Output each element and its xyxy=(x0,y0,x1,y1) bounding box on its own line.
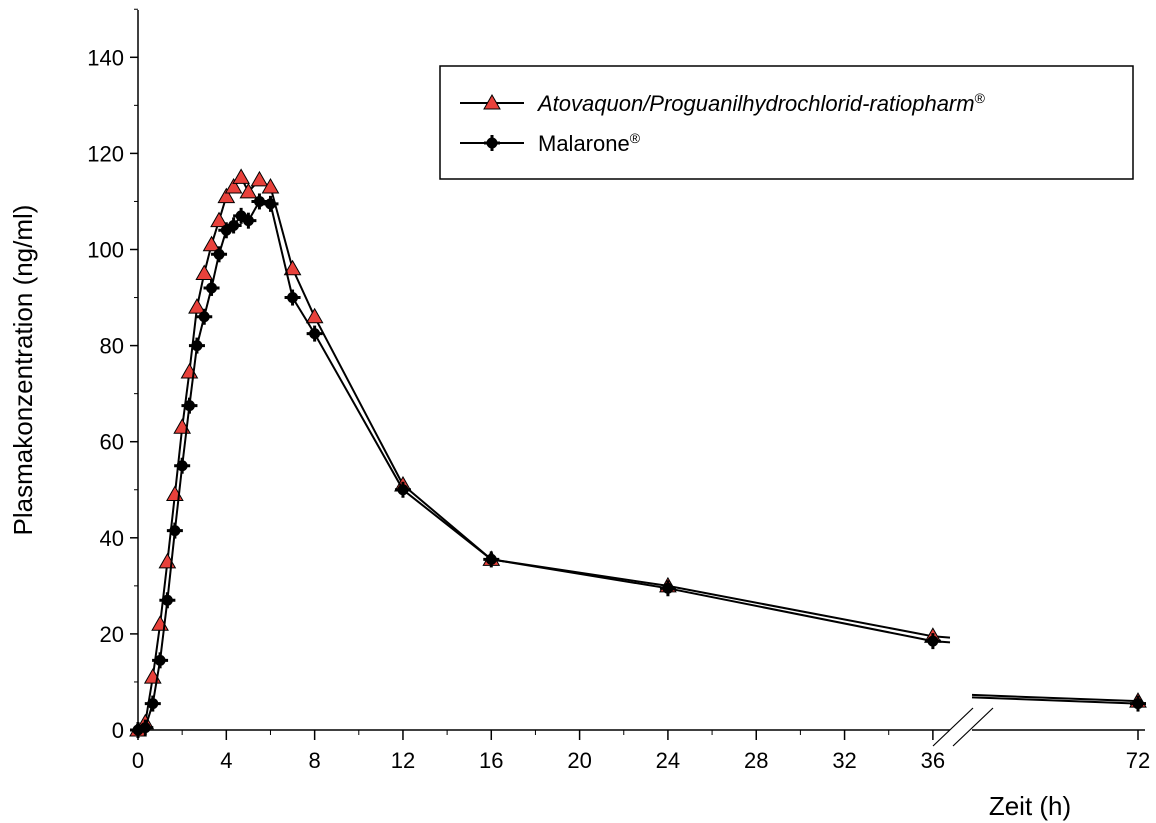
legend-entry-label: Atovaquon/Proguanilhydrochlorid-ratiopha… xyxy=(536,90,986,116)
axes: 0 20 40 60 80 100 120 140 0 4 8 12 16 20 24 28 32 36 72 xyxy=(87,8,1150,773)
data-point-triangle xyxy=(217,187,236,204)
data-point-plus xyxy=(251,193,268,210)
x-tick-label: 72 xyxy=(1126,748,1150,773)
y-tick-label: 0 xyxy=(112,718,124,743)
series-malarone xyxy=(130,193,1146,738)
data-point-plus xyxy=(181,397,198,414)
axis-break-mark xyxy=(952,707,994,747)
legend-box xyxy=(439,65,1134,180)
y-tick-label: 80 xyxy=(100,334,124,359)
data-point-triangle xyxy=(305,307,324,324)
y-tick-label: 100 xyxy=(87,238,124,263)
y-tick-label: 20 xyxy=(100,622,124,647)
data-point-plus xyxy=(484,135,500,151)
data-point-plus xyxy=(306,325,323,342)
y-tick-label: 60 xyxy=(100,430,124,455)
data-point-plus xyxy=(262,195,279,212)
axis-break-mark xyxy=(932,707,974,747)
data-point-triangle xyxy=(210,211,228,228)
legend-entry-label: Malarone® xyxy=(538,130,641,156)
series-line-after-break xyxy=(971,693,1139,703)
data-point-triangle xyxy=(188,298,206,314)
x-tick-label: 8 xyxy=(309,748,321,773)
data-point-plus xyxy=(659,580,676,597)
data-point-triangle xyxy=(202,235,221,252)
series-layer xyxy=(129,168,1147,738)
data-point-plus xyxy=(1130,695,1146,712)
x-axis-title: Zeit (h) xyxy=(989,791,1071,821)
x-tick-label: 16 xyxy=(479,748,503,773)
data-point-plus xyxy=(203,279,220,296)
x-tick-label: 20 xyxy=(567,748,591,773)
data-point-plus xyxy=(284,289,301,306)
data-point-triangle xyxy=(224,178,243,194)
data-point-plus xyxy=(188,337,205,354)
data-point-plus xyxy=(196,308,213,325)
data-point-triangle xyxy=(250,170,269,187)
x-tick-label: 0 xyxy=(132,748,144,773)
data-point-triangle xyxy=(232,168,250,184)
data-point-plus xyxy=(159,592,176,609)
x-tick-label: 12 xyxy=(391,748,415,773)
data-point-plus xyxy=(211,246,228,263)
data-point-triangle xyxy=(195,264,214,281)
data-point-triangle xyxy=(483,93,501,110)
y-axis-title: Plasmakonzentration (ng/ml) xyxy=(8,205,38,536)
data-point-plus xyxy=(225,217,242,234)
y-tick-label: 120 xyxy=(87,141,124,166)
data-point-plus xyxy=(483,551,500,568)
series-line xyxy=(137,200,934,731)
data-point-plus xyxy=(240,212,257,229)
data-point-triangle xyxy=(283,259,302,276)
legend: Atovaquon/Proguanilhydrochlorid-ratiopha… xyxy=(439,65,1134,180)
series-line xyxy=(137,175,934,731)
data-point-plus xyxy=(166,522,183,539)
data-point-plus xyxy=(924,633,941,650)
x-tick-label: 32 xyxy=(832,748,856,773)
data-point-triangle xyxy=(261,178,280,194)
y-tick-label: 40 xyxy=(100,526,124,551)
data-point-plus xyxy=(152,652,169,669)
series-line-after-break xyxy=(971,696,1139,705)
x-tick-label: 4 xyxy=(220,748,232,773)
x-tick-label: 36 xyxy=(921,748,945,773)
x-tick-label: 24 xyxy=(656,748,680,773)
data-point-plus xyxy=(144,695,161,712)
data-point-plus xyxy=(174,457,191,474)
x-tick-label: 28 xyxy=(744,748,768,773)
y-tick-label: 140 xyxy=(87,45,124,70)
data-point-plus xyxy=(394,481,411,498)
data-point-plus xyxy=(137,719,154,736)
data-point-triangle xyxy=(239,182,258,199)
